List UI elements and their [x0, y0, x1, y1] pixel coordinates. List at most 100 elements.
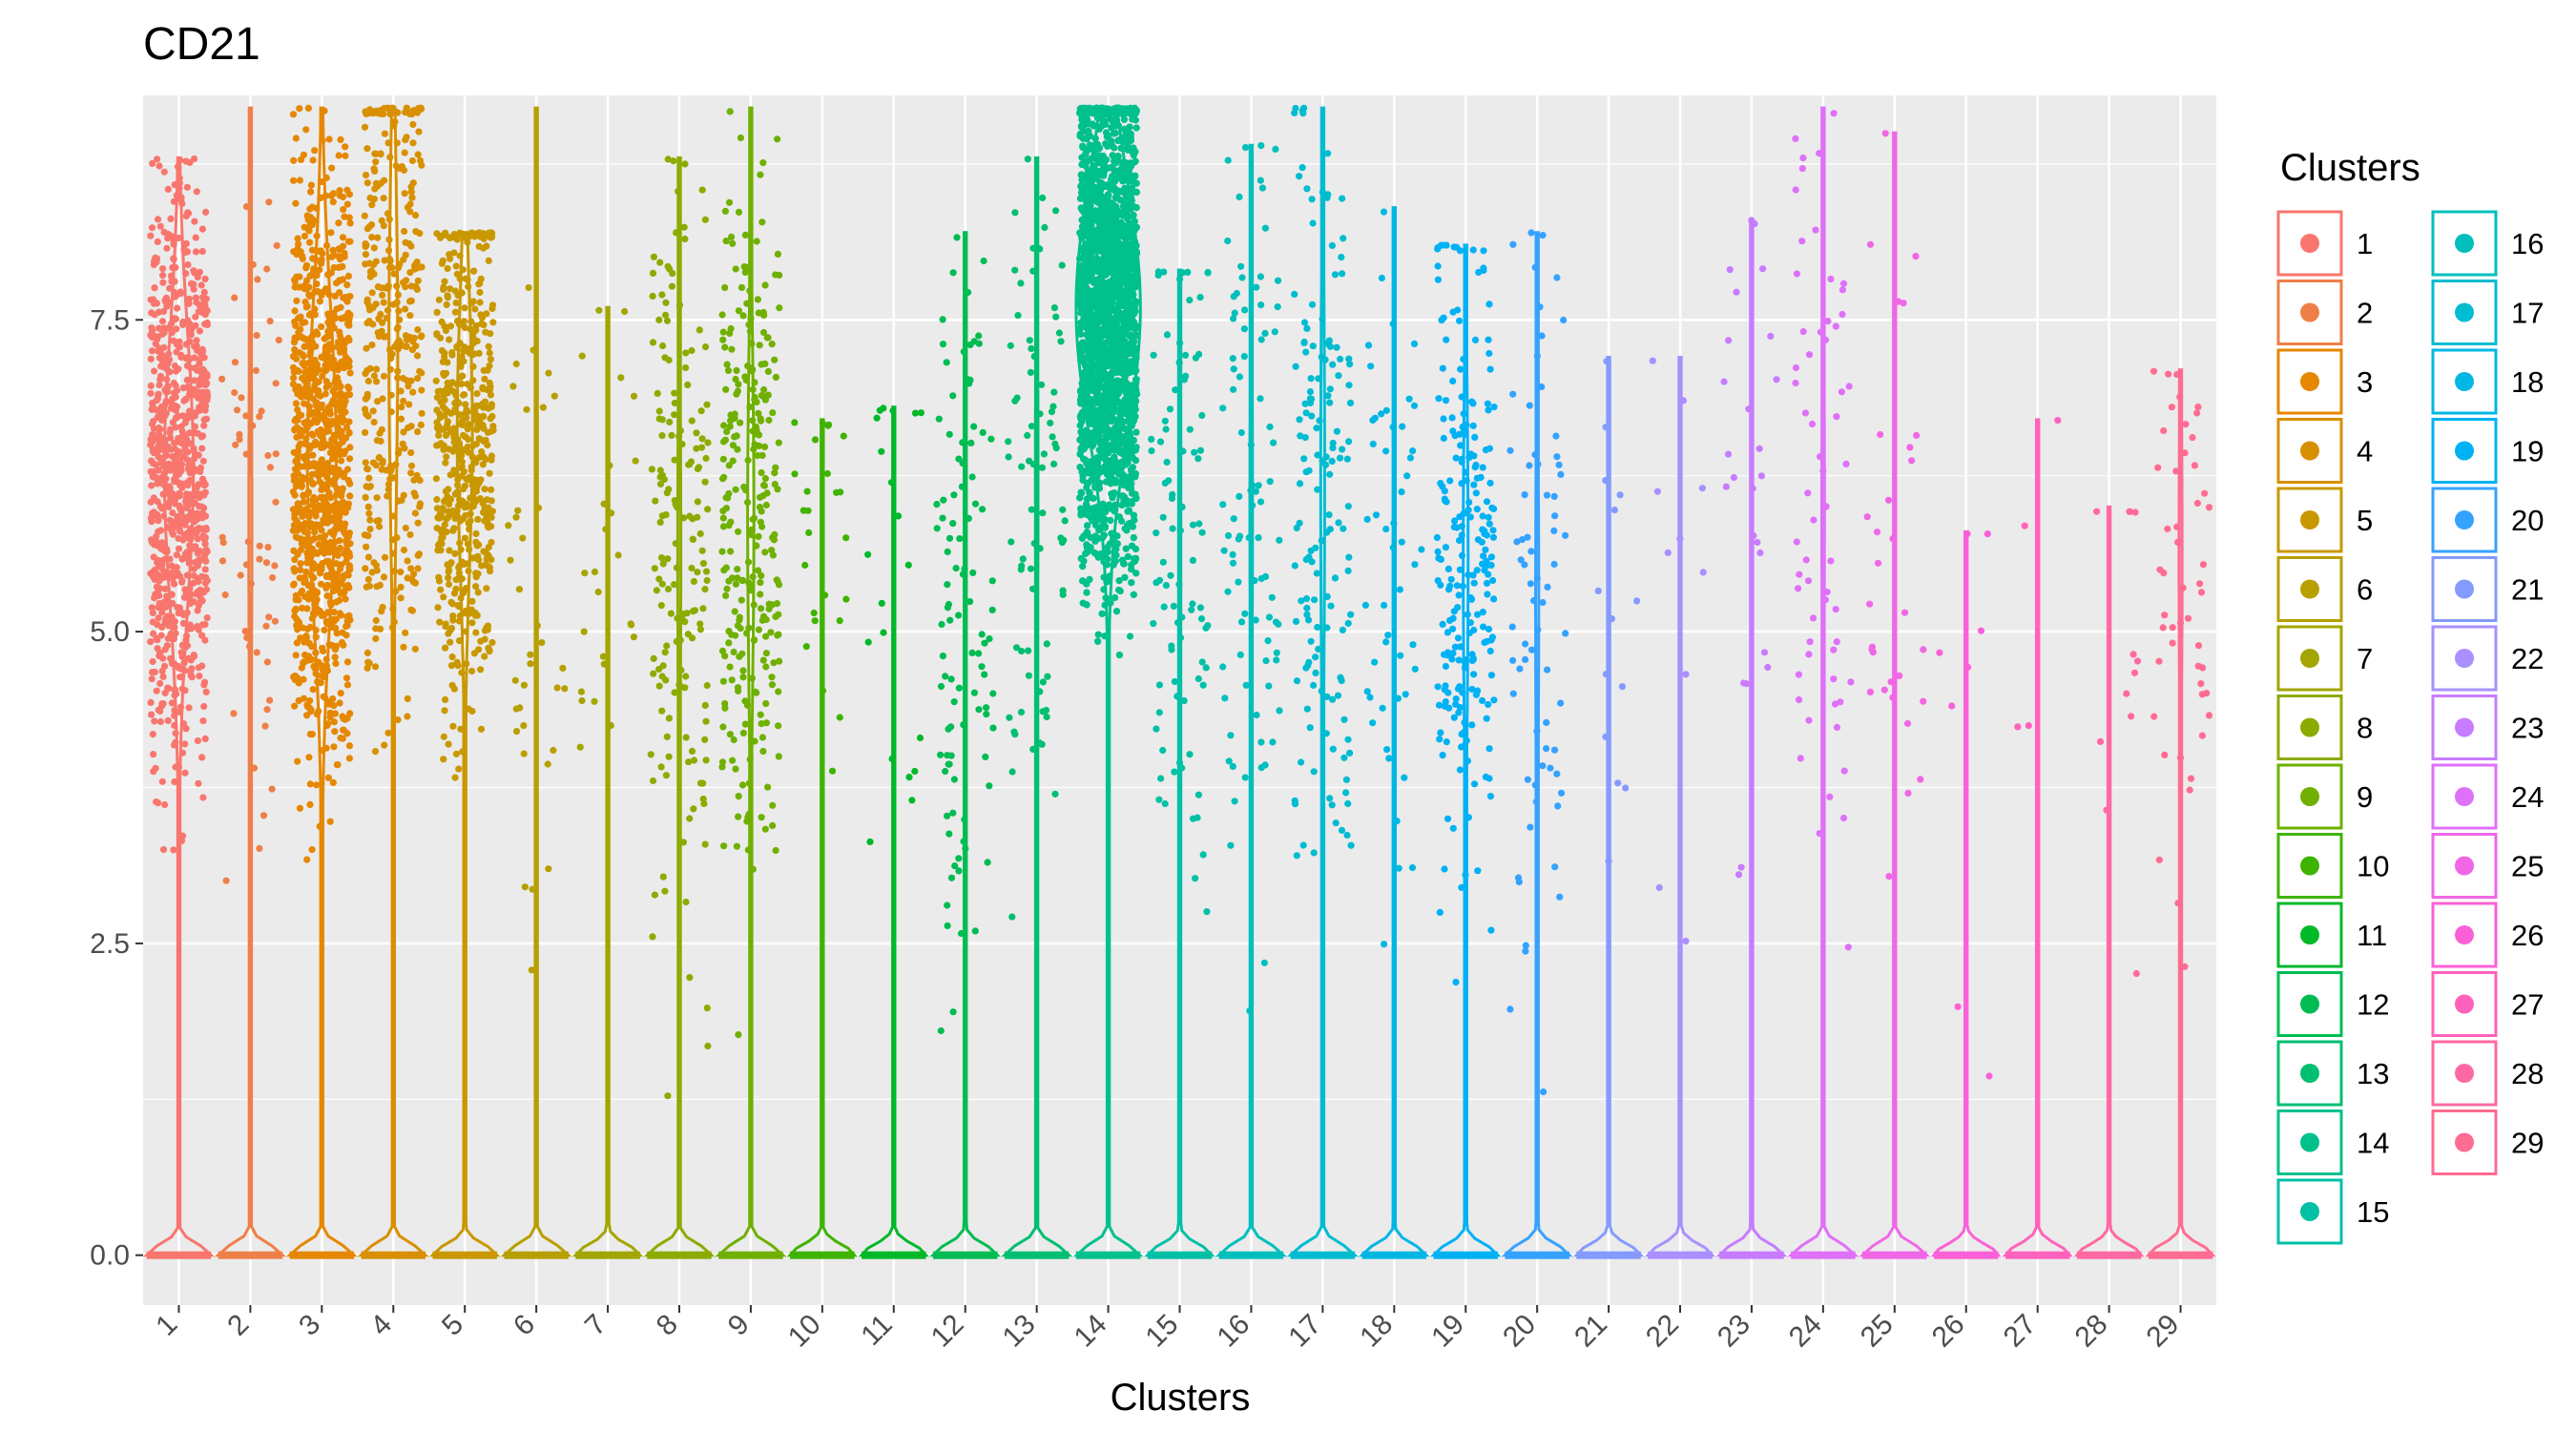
- data-point: [417, 421, 425, 428]
- data-point: [945, 430, 953, 438]
- data-point: [306, 800, 314, 809]
- data-point: [341, 253, 348, 260]
- data-point: [450, 425, 458, 432]
- violin-18: [1358, 206, 1430, 1257]
- data-point: [465, 520, 472, 528]
- data-point: [405, 401, 413, 408]
- data-point: [409, 388, 417, 396]
- data-point: [147, 232, 155, 239]
- data-point: [184, 260, 192, 269]
- data-point: [441, 322, 448, 330]
- data-point: [152, 764, 159, 772]
- data-point: [182, 157, 190, 165]
- data-point: [192, 499, 199, 508]
- data-point: [521, 883, 529, 891]
- data-point: [151, 668, 158, 676]
- data-point: [688, 564, 696, 572]
- data-point: [171, 741, 178, 749]
- data-point: [362, 428, 369, 436]
- data-point: [411, 645, 419, 653]
- data-point: [969, 569, 977, 577]
- data-point: [384, 282, 392, 290]
- data-point: [304, 342, 312, 349]
- data-point: [178, 749, 187, 757]
- data-point: [154, 498, 161, 506]
- data-point: [158, 561, 166, 569]
- data-point: [160, 439, 168, 446]
- data-point: [661, 887, 669, 895]
- data-point: [330, 743, 338, 751]
- data-point: [200, 702, 208, 711]
- violin-layer: [142, 106, 2216, 1257]
- data-point: [171, 706, 178, 715]
- data-point: [385, 263, 394, 271]
- data-point: [975, 332, 983, 340]
- data-point: [939, 653, 947, 660]
- data-point: [744, 815, 752, 823]
- data-point: [747, 315, 755, 322]
- data-point: [456, 539, 464, 547]
- data-point: [196, 356, 203, 364]
- data-point: [180, 516, 188, 524]
- data-point: [154, 395, 161, 403]
- data-point: [663, 317, 672, 324]
- data-point: [1049, 433, 1056, 441]
- data-point: [190, 428, 197, 437]
- data-point: [336, 596, 343, 604]
- data-point: [152, 254, 159, 261]
- data-point: [666, 265, 674, 273]
- data-point: [811, 436, 820, 444]
- data-point: [175, 534, 182, 543]
- data-point: [696, 626, 705, 633]
- data-point: [196, 268, 203, 276]
- data-point: [180, 659, 188, 667]
- data-point: [336, 537, 343, 545]
- data-point: [148, 536, 156, 544]
- data-point: [887, 479, 896, 487]
- data-point: [718, 475, 727, 483]
- data-point: [741, 231, 750, 238]
- data-point: [256, 844, 263, 853]
- data-point: [694, 513, 701, 521]
- data-point: [338, 612, 345, 619]
- data-point: [396, 260, 404, 268]
- data-point: [183, 642, 192, 650]
- data-point: [190, 280, 197, 288]
- data-point: [519, 534, 527, 542]
- data-point: [591, 697, 598, 705]
- data-point: [1048, 408, 1056, 416]
- data-point: [986, 782, 993, 790]
- data-point: [894, 512, 903, 520]
- data-point: [384, 481, 393, 488]
- zero-points-5: [432, 1251, 497, 1259]
- data-point: [764, 783, 772, 791]
- data-point: [476, 299, 484, 306]
- data-point: [333, 630, 341, 637]
- violin-2: [214, 106, 287, 1257]
- data-point: [443, 301, 450, 308]
- data-point: [306, 205, 314, 213]
- data-point: [544, 760, 551, 768]
- data-point: [191, 423, 198, 430]
- data-point: [407, 565, 415, 572]
- data-point: [720, 842, 728, 850]
- data-point: [156, 222, 164, 230]
- data-point: [364, 377, 372, 385]
- data-point: [769, 801, 777, 809]
- data-point: [293, 456, 301, 464]
- data-point: [732, 632, 739, 639]
- data-point: [726, 108, 734, 115]
- data-point: [439, 257, 447, 264]
- data-point: [177, 649, 185, 656]
- data-point: [176, 174, 183, 182]
- data-point: [407, 462, 416, 469]
- zero-points-10: [790, 1251, 855, 1259]
- data-point: [324, 310, 332, 318]
- data-point: [167, 215, 175, 222]
- data-point: [298, 587, 306, 595]
- data-point: [218, 557, 227, 565]
- data-point: [294, 674, 301, 682]
- data-point: [171, 623, 178, 632]
- data-point: [447, 662, 456, 670]
- data-point: [757, 518, 764, 526]
